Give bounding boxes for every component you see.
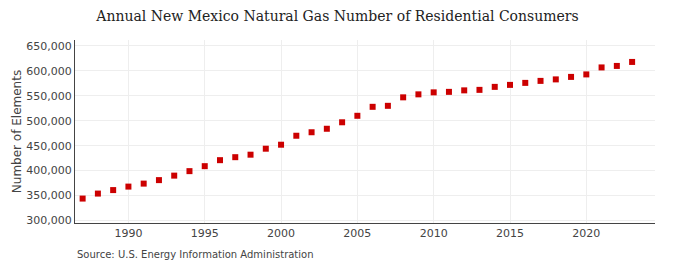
- svg-text:2005: 2005: [343, 227, 371, 240]
- svg-text:1995: 1995: [191, 227, 219, 240]
- svg-text:450,000: 450,000: [26, 140, 72, 153]
- svg-text:550,000: 550,000: [26, 90, 72, 103]
- svg-text:600,000: 600,000: [26, 65, 72, 78]
- svg-text:350,000: 350,000: [26, 189, 72, 202]
- svg-text:400,000: 400,000: [26, 164, 72, 177]
- svg-text:300,000: 300,000: [26, 214, 72, 227]
- svg-text:2010: 2010: [420, 227, 448, 240]
- svg-text:2020: 2020: [572, 227, 600, 240]
- svg-text:650,000: 650,000: [26, 40, 72, 53]
- svg-text:2000: 2000: [267, 227, 295, 240]
- svg-text:2015: 2015: [496, 227, 524, 240]
- svg-text:Annual New Mexico Natural Gas: Annual New Mexico Natural Gas Number of …: [95, 8, 578, 24]
- svg-text:1990: 1990: [114, 227, 142, 240]
- svg-text:500,000: 500,000: [26, 115, 72, 128]
- svg-text:Number of Elements: Number of Elements: [10, 70, 24, 193]
- svg-text:Source: U.S. Energy Informatio: Source: U.S. Energy Information Administ…: [77, 249, 314, 260]
